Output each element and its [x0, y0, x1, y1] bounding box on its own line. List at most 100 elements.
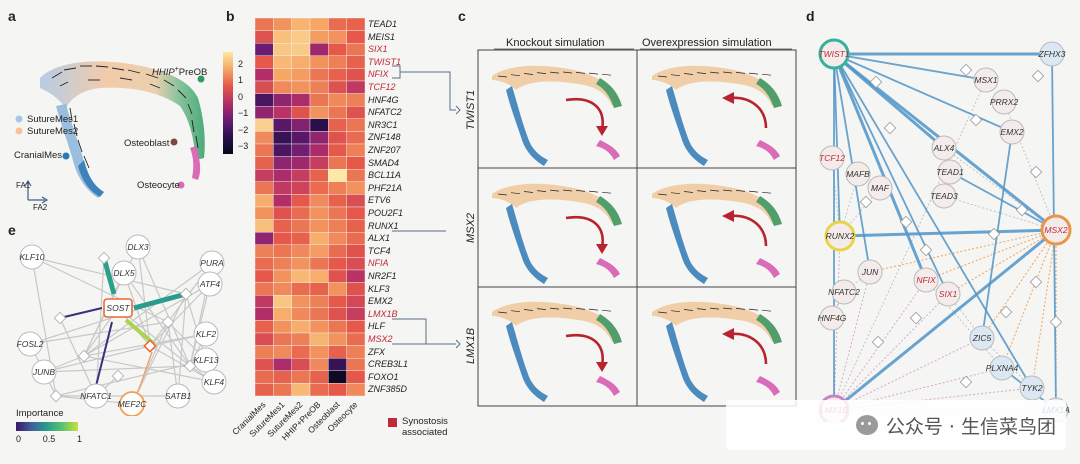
heatmap-cell	[328, 307, 347, 321]
heatmap-cell	[255, 131, 274, 145]
label-osteoblast: Osteoblast	[124, 138, 170, 149]
heatmap-cell	[309, 219, 329, 233]
heatmap	[255, 18, 365, 396]
network-hub-diamond	[883, 121, 897, 135]
heatmap-cell	[255, 80, 274, 94]
network-node	[969, 325, 995, 351]
heatmap-cell	[291, 282, 311, 296]
network-edge	[833, 53, 1033, 389]
heatmap-cell	[346, 257, 365, 271]
sim-osteocyte	[596, 376, 620, 396]
heatmap-cell	[255, 93, 274, 107]
network-hub-diamond	[1031, 69, 1045, 83]
heatmap-cell	[273, 244, 292, 258]
heatmap-gene-label: KLF3	[368, 283, 390, 294]
heatmap-cell	[328, 143, 347, 157]
e-node	[197, 271, 223, 297]
heatmap-gene-label: ZFX	[368, 346, 385, 357]
heatmap-cell	[309, 181, 329, 195]
heatmap-cell	[346, 18, 365, 31]
heatmap-cell	[255, 332, 274, 346]
heatmap-cell	[255, 383, 274, 396]
heatmap-cell	[309, 383, 329, 396]
trajectory-stem	[56, 104, 104, 198]
network-hub-diamond	[987, 227, 1001, 241]
heatmap-cell	[309, 131, 329, 145]
network-hub-diamond	[1029, 165, 1043, 179]
heatmap-cell	[255, 30, 274, 44]
network-edge	[1001, 229, 1057, 369]
heatmap-cell	[328, 168, 347, 182]
network-node-label: PLXNA4	[986, 363, 1019, 373]
heatmap-cell	[255, 43, 274, 57]
heatmap-cell	[346, 244, 365, 258]
heatmap-cell	[309, 18, 329, 31]
heatmap-cell	[346, 194, 365, 208]
heatmap-cell	[328, 131, 347, 145]
network-node	[991, 89, 1017, 115]
e-node	[193, 347, 219, 373]
network-edge	[1003, 101, 1057, 231]
e-hub-diamond	[143, 339, 157, 353]
heatmap-cell	[273, 93, 292, 107]
heatmap-cell	[273, 143, 292, 157]
heatmap-cell	[273, 156, 292, 170]
heatmap-cell	[291, 55, 311, 69]
e-edge	[31, 256, 169, 323]
heatmap-cell	[255, 194, 274, 208]
heatmap-cell	[346, 105, 365, 119]
heatmap-cell	[328, 55, 347, 69]
network-node	[931, 135, 957, 161]
heatmap-cell	[309, 80, 329, 94]
heatmap-column-labels: CranialMes SutureMes1 SutureMes2 HHIP+PreOB…	[230, 398, 365, 458]
network-edge	[833, 228, 1057, 412]
heatmap-cell	[309, 345, 329, 359]
heatmap-cell	[255, 370, 274, 384]
sim-velocity-arrows	[657, 189, 772, 196]
sim-arc	[652, 183, 780, 224]
watermark: 公众号 · 生信菜鸟团	[726, 400, 1066, 450]
sim-arc	[492, 65, 620, 106]
heatmap-cell	[273, 168, 292, 182]
heatmap-cell	[255, 55, 274, 69]
network-node-label: SIX1	[939, 289, 958, 299]
panel-letter-e: e	[8, 222, 16, 238]
e-edge-important	[101, 257, 117, 295]
network-hub-diamond	[909, 311, 923, 325]
heatmap-cell	[309, 358, 329, 372]
e-edge-important	[95, 321, 113, 387]
heatmap-cell	[273, 30, 292, 44]
network-edge	[925, 279, 1003, 369]
e-node	[17, 331, 43, 357]
heatmap-gene-label: NR3C1	[368, 119, 398, 130]
heatmap-cell	[328, 194, 347, 208]
network-node	[1040, 214, 1072, 246]
sim-embedding	[492, 183, 622, 284]
heatmap-cell	[291, 332, 311, 346]
heatmap-cell	[346, 370, 365, 384]
network-edge	[943, 147, 1057, 231]
wechat-icon	[855, 415, 878, 435]
heatmap-gene-label: ZNF385D	[368, 384, 408, 395]
heatmap-cell	[328, 181, 347, 195]
heatmap-cell	[291, 345, 311, 359]
heatmap-cell	[291, 206, 311, 220]
heatmap-cell	[309, 168, 329, 182]
heatmap-cell	[255, 156, 274, 170]
panel-a-embedding	[15, 61, 205, 204]
heatmap-cell	[291, 43, 311, 57]
sim-stem	[666, 86, 708, 166]
heatmap-cell	[309, 143, 329, 157]
network-hub-diamond	[999, 305, 1013, 319]
label-osteocyte: Osteocyte	[137, 180, 180, 191]
dot-hhip	[197, 75, 205, 83]
heatmap-cell	[309, 118, 329, 132]
heatmap-cell	[328, 358, 347, 372]
e-node	[119, 391, 145, 416]
e-edge	[95, 257, 105, 397]
heatmap-gene-label: LMX1B	[368, 308, 398, 319]
network-hub-diamond	[969, 113, 983, 127]
heatmap-cell	[346, 80, 365, 94]
heatmap-cell	[309, 194, 329, 208]
heatmap-cell	[346, 219, 365, 233]
